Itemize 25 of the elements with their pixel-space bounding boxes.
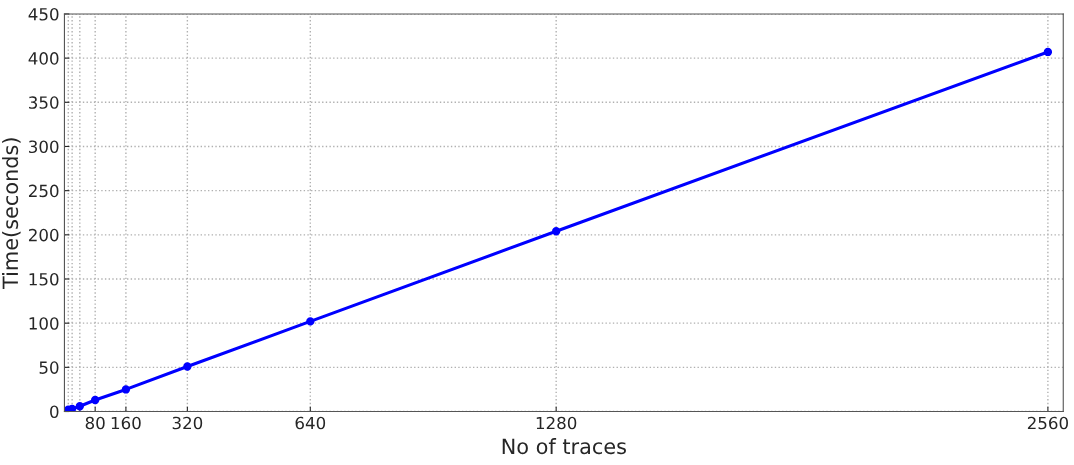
x-tick-label: 80: [85, 416, 105, 430]
point: [121, 385, 131, 394]
x-tick-label: 1280: [536, 416, 577, 430]
y-tick-label: 0: [50, 405, 59, 419]
y-tick-label: 200: [28, 228, 59, 242]
x-tick-label: 320: [172, 416, 203, 430]
y-tick-label: 300: [29, 140, 59, 154]
y-tick-label: 350: [29, 96, 59, 109]
point: [75, 402, 84, 411]
x-tick-label: 2560: [1027, 416, 1068, 430]
x-tick-label: 640: [295, 416, 326, 430]
point: [183, 362, 192, 371]
point: [306, 317, 315, 326]
y-tick-label: 150: [29, 272, 59, 286]
y-tick-label: 400: [28, 52, 59, 65]
point: [552, 227, 561, 236]
y-axis-title: Time(seconds): [2, 138, 21, 289]
y-tick-label: 450: [28, 7, 59, 21]
y-tick-label: 100: [29, 317, 59, 330]
x-tick-label: 160: [111, 416, 141, 430]
y-tick-label: 50: [39, 361, 59, 374]
point: [1043, 47, 1053, 57]
point: [91, 395, 100, 405]
y-tick-label: 250: [28, 184, 59, 198]
x-axis-title: No of traces: [502, 438, 626, 455]
